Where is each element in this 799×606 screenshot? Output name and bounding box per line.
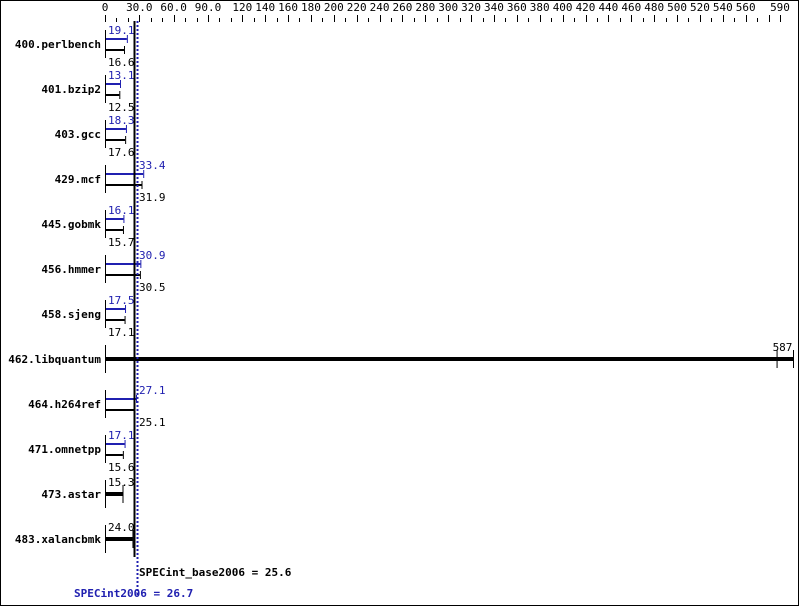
base-value-label: 15.6 bbox=[108, 461, 135, 474]
peak-value-label: 16.1 bbox=[108, 204, 135, 217]
x-tick-label: 300 bbox=[438, 1, 458, 14]
benchmark-label: 473.astar bbox=[41, 488, 101, 501]
x-tick-label: 340 bbox=[484, 1, 504, 14]
peak-value-label: 19.1 bbox=[108, 24, 135, 37]
x-tick-label: 260 bbox=[393, 1, 413, 14]
x-tick-label: 590 bbox=[770, 1, 790, 14]
x-tick-label: 180 bbox=[301, 1, 321, 14]
benchmark-label: 401.bzip2 bbox=[41, 83, 101, 96]
benchmark-label: 471.omnetpp bbox=[28, 443, 101, 456]
x-tick-label: 240 bbox=[370, 1, 390, 14]
benchmark-label: 403.gcc bbox=[55, 128, 101, 141]
x-tick-label: 140 bbox=[255, 1, 275, 14]
x-tick-label: 400 bbox=[553, 1, 573, 14]
base-value-label: 16.6 bbox=[108, 56, 135, 69]
base-summary-label: SPECint_base2006 = 25.6 bbox=[139, 566, 292, 579]
benchmark-label: 464.h264ref bbox=[28, 398, 101, 411]
peak-value-label: 13.1 bbox=[108, 69, 135, 82]
base-value-label: 15.3 bbox=[108, 476, 135, 489]
x-tick-label: 460 bbox=[621, 1, 641, 14]
x-tick-label: 320 bbox=[461, 1, 481, 14]
base-value-label: 30.5 bbox=[139, 281, 166, 294]
peak-value-label: 33.4 bbox=[139, 159, 166, 172]
x-tick-label: 540 bbox=[713, 1, 733, 14]
peak-value-label: 17.1 bbox=[108, 429, 135, 442]
x-tick-label: 30.0 bbox=[126, 1, 153, 14]
base-value-label: 15.7 bbox=[108, 236, 135, 249]
base-value-label: 17.6 bbox=[108, 146, 135, 159]
peak-value-label: 17.5 bbox=[108, 294, 135, 307]
base-value-label: 31.9 bbox=[139, 191, 166, 204]
x-tick-label: 160 bbox=[278, 1, 298, 14]
x-tick-label: 90.0 bbox=[195, 1, 222, 14]
x-tick-label: 380 bbox=[530, 1, 550, 14]
x-tick-label: 560 bbox=[736, 1, 756, 14]
x-tick-label: 500 bbox=[667, 1, 687, 14]
benchmark-label: 400.perlbench bbox=[15, 38, 101, 51]
x-tick-label: 360 bbox=[507, 1, 527, 14]
peak-value-label: 27.1 bbox=[139, 384, 166, 397]
base-value-label: 17.1 bbox=[108, 326, 135, 339]
benchmark-label: 462.libquantum bbox=[8, 353, 101, 366]
benchmark-label: 483.xalancbmk bbox=[15, 533, 101, 546]
x-tick-label: 440 bbox=[598, 1, 618, 14]
x-tick-label: 200 bbox=[324, 1, 344, 14]
benchmark-label: 429.mcf bbox=[55, 173, 101, 186]
x-tick-label: 420 bbox=[576, 1, 596, 14]
base-value-label: 25.1 bbox=[139, 416, 166, 429]
x-tick-label: 520 bbox=[690, 1, 710, 14]
base-value-label: 12.5 bbox=[108, 101, 135, 114]
base-value-label: 587 bbox=[773, 341, 793, 354]
base-value-label: 24.0 bbox=[108, 521, 135, 534]
peak-value-label: 18.3 bbox=[108, 114, 135, 127]
peak-value-label: 30.9 bbox=[139, 249, 166, 262]
x-tick-label: 0 bbox=[102, 1, 109, 14]
peak-summary-label: SPECint2006 = 26.7 bbox=[74, 587, 193, 600]
benchmark-label: 445.gobmk bbox=[41, 218, 101, 231]
x-tick-label: 120 bbox=[232, 1, 252, 14]
x-tick-label: 60.0 bbox=[160, 1, 187, 14]
benchmark-label: 456.hmmer bbox=[41, 263, 101, 276]
benchmark-label: 458.sjeng bbox=[41, 308, 101, 321]
x-tick-label: 280 bbox=[415, 1, 435, 14]
x-tick-label: 480 bbox=[644, 1, 664, 14]
x-tick-label: 220 bbox=[347, 1, 367, 14]
